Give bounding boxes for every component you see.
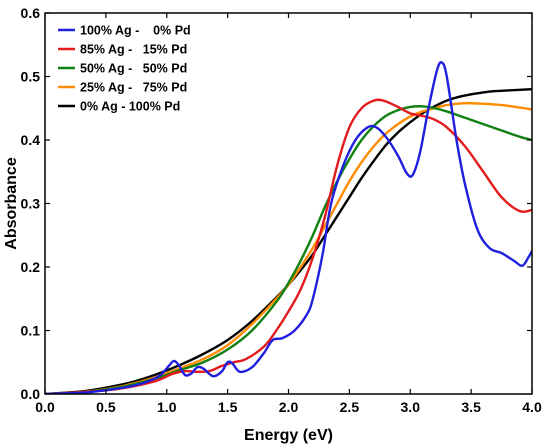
legend-label-4: 0% Ag - 100% Pd — [80, 100, 180, 114]
y-tick-label: 0.4 — [21, 132, 41, 148]
legend-label-0: 100% Ag - 0% Pd — [80, 24, 191, 38]
x-tick-label: 1.5 — [218, 399, 238, 415]
x-tick-label: 0.5 — [96, 399, 116, 415]
x-tick-label: 4.0 — [522, 399, 542, 415]
y-tick-label: 0.2 — [21, 259, 41, 275]
y-axis-title: Absorbance — [3, 157, 20, 250]
y-tick-label: 0.6 — [21, 5, 41, 21]
series-line-1 — [45, 98, 532, 394]
x-axis-title: Energy (eV) — [244, 427, 333, 444]
legend-label-1: 85% Ag - 15% Pd — [80, 43, 187, 57]
y-tick-label: 0.5 — [21, 69, 41, 85]
legend: 100% Ag - 0% Pd 85% Ag - 15% Pd 50% Ag - 5… — [58, 24, 191, 114]
series-line-3 — [45, 101, 532, 394]
legend-label-3: 25% Ag - 75% Pd — [80, 81, 187, 95]
series-line-0 — [45, 61, 532, 394]
x-tick-label: 2.0 — [279, 399, 299, 415]
series-layer — [45, 61, 532, 394]
x-tick-label: 1.0 — [157, 399, 177, 415]
y-tick-label: 0.0 — [21, 386, 41, 402]
series-line-4 — [45, 88, 532, 394]
x-tick-label: 3.5 — [461, 399, 481, 415]
x-tick-label: 2.5 — [340, 399, 360, 415]
legend-label-2: 50% Ag - 50% Pd — [80, 62, 187, 76]
x-tick-label: 3.0 — [401, 399, 421, 415]
series-line-2 — [45, 105, 532, 394]
ticks-layer: 0.0 0.5 1.0 1.5 2.0 2.5 3.0 3.5 4.0 0.0 0.1 0.2 0.3 0… — [21, 5, 542, 415]
x-tick-label: 0.0 — [35, 399, 55, 415]
y-tick-label: 0.3 — [21, 196, 41, 212]
y-tick-label: 0.1 — [21, 323, 41, 339]
